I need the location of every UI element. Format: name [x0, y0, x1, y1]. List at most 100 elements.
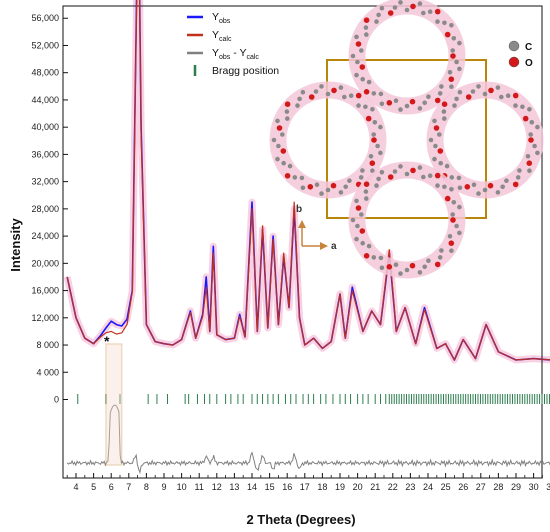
carbon-atom: [325, 187, 331, 193]
carbon-atom: [355, 223, 360, 229]
a-axis-arrowhead: [320, 242, 328, 250]
carbon-atom: [355, 59, 360, 65]
oxygen-atom: [433, 125, 440, 131]
carbon-atom: [284, 109, 290, 114]
carbon-atom: [451, 200, 457, 205]
carbon-atom: [505, 93, 511, 98]
carbon-atom: [393, 262, 399, 268]
oxygen-atom: [409, 262, 416, 269]
oxygen-atom: [448, 240, 455, 246]
oxygen-atom: [308, 94, 315, 100]
x-tick-label: 26: [458, 482, 468, 492]
oxygen-atom: [284, 101, 291, 107]
x-tick-label: 8: [144, 482, 149, 492]
carbon-atom: [517, 168, 522, 173]
oxygen-atom: [387, 174, 394, 180]
carbon-atom: [435, 183, 440, 188]
oxygen-atom: [410, 3, 416, 10]
carbon-atom: [427, 173, 433, 178]
carbon-atom: [275, 156, 280, 162]
carbon-atom: [287, 163, 293, 169]
y-tick-label: 48,000: [31, 68, 59, 78]
carbon-atom: [421, 174, 426, 180]
series-line-difference: [66, 404, 550, 475]
oxygen-atom: [434, 97, 441, 104]
oxygen-atom: [365, 115, 372, 122]
carbon-atom: [295, 103, 300, 108]
x-tick-label: 18: [317, 482, 327, 492]
y-tick-label: 20,000: [31, 258, 59, 268]
oxygen-atom: [409, 98, 416, 105]
x-tick-label: 6: [109, 482, 114, 492]
oxygen-atom: [434, 8, 441, 15]
carbon-atom: [325, 91, 331, 97]
carbon-atom: [398, 164, 403, 169]
carbon-atom: [297, 96, 302, 102]
plot-frame: [62, 5, 543, 479]
carbon-atom: [457, 204, 462, 210]
x-tick-label: 22: [388, 482, 398, 492]
carbon-atom: [417, 106, 423, 111]
carbon-atom: [520, 104, 525, 110]
atom-legend-swatch: [508, 56, 520, 68]
carbon-atom: [364, 32, 369, 37]
carbon-atom: [441, 109, 447, 114]
y-tick-label: 44,000: [31, 95, 59, 105]
carbon-atom: [338, 85, 344, 90]
series-line-ycalc: [66, 0, 550, 361]
legend-label: Ycalc: [212, 29, 232, 43]
carbon-atom: [482, 91, 488, 97]
carbon-atom: [513, 103, 518, 108]
oxygen-atom: [387, 10, 394, 16]
carbon-atom: [417, 270, 423, 275]
carbon-atom: [371, 91, 377, 96]
oxygen-atom: [355, 205, 362, 211]
carbon-atom: [422, 264, 428, 270]
carbon-atom: [281, 160, 287, 166]
x-axis-title: 2 Theta (Degrees): [246, 512, 355, 527]
x-tick-label: 12: [212, 482, 222, 492]
x-tick-label: 7: [126, 482, 131, 492]
carbon-atom: [482, 187, 488, 193]
carbon-atom: [338, 190, 344, 195]
oxygen-atom: [386, 264, 393, 270]
carbon-atom: [457, 185, 463, 191]
highlight-box: [105, 343, 123, 466]
carbon-atom: [404, 267, 410, 273]
carbon-atom: [370, 107, 375, 112]
x-tick-label: 10: [177, 482, 187, 492]
carbon-atom: [404, 7, 410, 13]
carbon-atom: [300, 185, 306, 191]
oxygen-atom: [441, 101, 448, 107]
unit-cell-box: [326, 59, 487, 219]
carbon-atom: [404, 171, 410, 177]
oxygen-atom: [363, 181, 370, 187]
carbon-atom: [456, 175, 462, 181]
carbon-atom: [437, 91, 443, 96]
carbon-atom: [442, 20, 447, 26]
oxygen-atom: [359, 228, 366, 234]
carbon-atom: [532, 143, 537, 149]
carbon-atom: [451, 36, 457, 41]
x-tick-label: 17: [300, 482, 310, 492]
carbon-atom: [376, 176, 381, 182]
oxygen-atom: [371, 137, 377, 143]
carbon-atom: [299, 175, 305, 181]
carbon-atom: [432, 118, 437, 124]
carbon-atom: [428, 137, 434, 143]
carbon-atom: [343, 184, 349, 190]
atom-legend-label: C: [525, 42, 532, 53]
carbon-atom: [313, 89, 319, 94]
carbon-atom: [504, 178, 509, 183]
oxygen-atom: [512, 181, 519, 188]
carbon-atom: [379, 101, 385, 107]
carbon-atom: [378, 150, 383, 156]
oxygen-atom: [528, 137, 534, 143]
y-axis-title: Intensity: [8, 218, 23, 272]
oxygen-atom: [434, 261, 441, 268]
atom-legend-swatch: [508, 40, 520, 52]
pore-ring-halo: [348, 161, 466, 279]
x-tick-label: 21: [370, 482, 380, 492]
oxygen-atom: [280, 148, 287, 154]
